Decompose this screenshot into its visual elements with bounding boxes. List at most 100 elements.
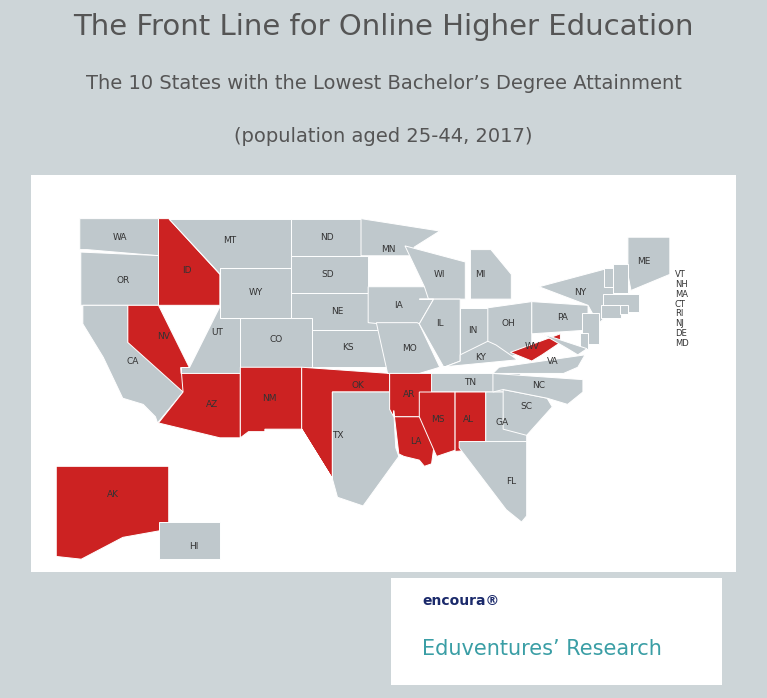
Text: WA: WA — [113, 232, 127, 242]
Text: Eduventures’ Research: Eduventures’ Research — [423, 639, 662, 660]
Polygon shape — [510, 334, 561, 361]
Polygon shape — [128, 305, 189, 392]
Text: NJ: NJ — [675, 320, 684, 328]
Text: OH: OH — [502, 320, 515, 328]
Polygon shape — [580, 332, 588, 349]
Polygon shape — [291, 218, 361, 255]
Text: OR: OR — [116, 276, 130, 285]
Polygon shape — [604, 294, 639, 311]
Polygon shape — [393, 404, 447, 466]
Text: CT: CT — [675, 299, 686, 309]
Polygon shape — [493, 373, 583, 404]
Polygon shape — [620, 305, 628, 314]
Text: TX: TX — [332, 431, 343, 440]
Text: NC: NC — [532, 381, 545, 390]
Text: (population aged 25-44, 2017): (population aged 25-44, 2017) — [234, 127, 533, 147]
Polygon shape — [83, 305, 183, 423]
Polygon shape — [159, 218, 220, 305]
Polygon shape — [470, 250, 512, 299]
Text: AR: AR — [403, 390, 415, 399]
Text: MA: MA — [675, 290, 688, 299]
Text: NE: NE — [331, 307, 344, 316]
Text: AK: AK — [107, 490, 118, 498]
Polygon shape — [582, 313, 599, 343]
Text: NH: NH — [675, 280, 688, 289]
Polygon shape — [81, 252, 163, 305]
Text: ID: ID — [183, 266, 192, 275]
Text: KS: KS — [342, 343, 354, 352]
Text: IL: IL — [436, 320, 443, 328]
Text: WI: WI — [434, 270, 446, 279]
Text: HI: HI — [189, 542, 199, 551]
Polygon shape — [361, 218, 439, 255]
Polygon shape — [240, 367, 301, 438]
Polygon shape — [486, 392, 527, 454]
Text: TN: TN — [464, 378, 476, 387]
Polygon shape — [368, 287, 433, 324]
Polygon shape — [503, 389, 552, 436]
Polygon shape — [613, 265, 628, 293]
Polygon shape — [169, 218, 291, 274]
Text: IA: IA — [394, 301, 403, 310]
Polygon shape — [181, 305, 240, 373]
Polygon shape — [56, 466, 169, 559]
Text: MT: MT — [223, 237, 237, 246]
Polygon shape — [301, 392, 399, 506]
Polygon shape — [420, 392, 455, 456]
Text: encoura®: encoura® — [423, 594, 499, 608]
Polygon shape — [542, 334, 587, 355]
Text: KY: KY — [476, 352, 486, 362]
Polygon shape — [432, 373, 521, 392]
Text: UT: UT — [211, 328, 222, 337]
Text: The Front Line for Online Higher Education: The Front Line for Online Higher Educati… — [74, 13, 693, 41]
Text: WV: WV — [525, 342, 539, 350]
Text: VT: VT — [675, 270, 686, 279]
Polygon shape — [493, 355, 585, 373]
Polygon shape — [455, 392, 486, 452]
Polygon shape — [439, 341, 518, 367]
Polygon shape — [628, 237, 670, 290]
Text: WY: WY — [249, 288, 263, 297]
Polygon shape — [532, 302, 588, 334]
Polygon shape — [390, 373, 435, 417]
Polygon shape — [604, 268, 624, 287]
Polygon shape — [291, 293, 380, 330]
Polygon shape — [601, 305, 621, 318]
Text: MO: MO — [402, 344, 416, 353]
Text: AL: AL — [463, 415, 474, 424]
Polygon shape — [80, 218, 159, 255]
Polygon shape — [460, 308, 488, 355]
Polygon shape — [420, 299, 460, 367]
Text: NM: NM — [262, 394, 276, 403]
Polygon shape — [459, 442, 527, 522]
Text: MD: MD — [675, 339, 689, 348]
Text: NY: NY — [574, 288, 586, 297]
Text: DE: DE — [675, 329, 686, 339]
Text: MN: MN — [381, 245, 396, 254]
Text: PA: PA — [557, 313, 568, 322]
Text: SC: SC — [521, 402, 532, 411]
Text: VA: VA — [546, 357, 558, 366]
Polygon shape — [240, 318, 312, 367]
Text: MI: MI — [476, 270, 486, 279]
Text: CA: CA — [127, 357, 139, 366]
Polygon shape — [312, 330, 387, 367]
Polygon shape — [405, 246, 466, 299]
Text: NV: NV — [157, 332, 170, 341]
Polygon shape — [220, 268, 291, 318]
FancyBboxPatch shape — [390, 578, 723, 685]
Text: MS: MS — [431, 415, 444, 424]
Polygon shape — [291, 255, 368, 293]
Polygon shape — [539, 268, 624, 324]
Polygon shape — [159, 367, 240, 438]
Text: FL: FL — [506, 477, 516, 486]
Text: LA: LA — [410, 437, 422, 446]
Text: GA: GA — [495, 419, 509, 427]
Text: RI: RI — [675, 309, 683, 318]
Text: The 10 States with the Lowest Bachelor’s Degree Attainment: The 10 States with the Lowest Bachelor’s… — [86, 74, 681, 93]
Polygon shape — [488, 302, 532, 357]
Text: IN: IN — [468, 325, 477, 334]
Text: ND: ND — [321, 232, 334, 242]
Polygon shape — [377, 322, 439, 373]
Text: CO: CO — [269, 336, 283, 345]
